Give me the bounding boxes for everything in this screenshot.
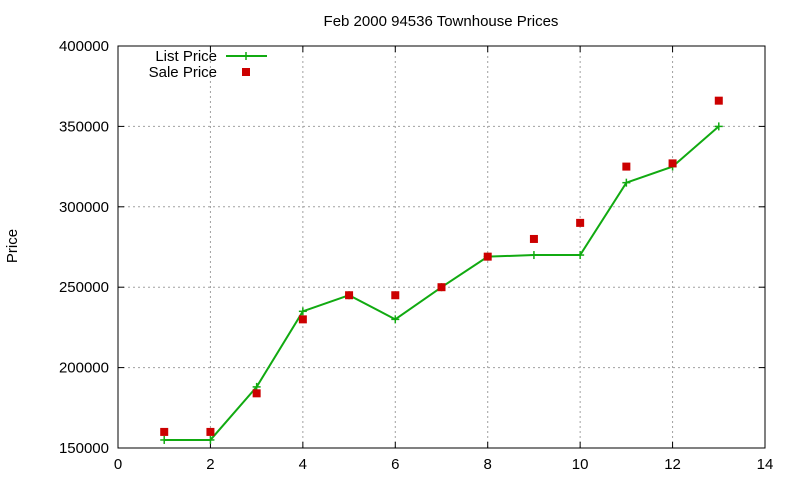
data-point — [529, 234, 538, 243]
x-tick-label: 8 — [484, 456, 492, 473]
data-point — [206, 427, 215, 436]
data-point — [437, 283, 446, 292]
data-point — [714, 96, 723, 105]
x-tick-label: 12 — [664, 456, 681, 473]
data-point — [298, 315, 307, 324]
grid-lines — [118, 46, 765, 448]
data-point — [622, 162, 631, 171]
legend-label: Sale Price — [149, 64, 217, 81]
data-point — [714, 122, 723, 131]
series-list-price — [160, 122, 723, 444]
data-point — [160, 427, 169, 436]
legend-swatch-marker — [242, 52, 250, 60]
series-layer — [160, 96, 723, 444]
y-axis-label: Price — [4, 229, 21, 263]
data-point — [622, 178, 631, 187]
data-point — [345, 291, 354, 300]
data-point — [298, 307, 307, 316]
plot-frame — [117, 45, 766, 449]
data-point — [391, 315, 400, 324]
y-tick-label: 300000 — [59, 199, 109, 216]
data-point — [576, 251, 585, 260]
data-point — [576, 218, 585, 227]
y-tick-label: 350000 — [59, 118, 109, 135]
data-point — [391, 291, 400, 300]
data-point — [668, 159, 677, 168]
series-line — [164, 125, 720, 441]
x-tick-label: 0 — [114, 456, 122, 473]
data-point — [483, 252, 492, 261]
chart-title: Feb 2000 94536 Townhouse Prices — [324, 13, 559, 30]
x-tick-label: 14 — [757, 456, 774, 473]
y-tick-label: 400000 — [59, 38, 109, 55]
legend-swatch-marker — [242, 68, 250, 76]
y-tick-label: 200000 — [59, 360, 109, 377]
series-sale-price — [160, 96, 723, 436]
legend-label: List Price — [155, 48, 217, 65]
data-point — [160, 435, 169, 444]
x-tick-label: 6 — [391, 456, 399, 473]
data-point — [252, 389, 261, 398]
x-tick-label: 10 — [572, 456, 589, 473]
x-tick-label: 4 — [299, 456, 307, 473]
data-point — [529, 251, 538, 260]
axis-ticks: 0 2 4 6 8 10 12 14 150000 200000 250000 300000 35000… — [59, 38, 773, 473]
x-tick-label: 2 — [206, 456, 214, 473]
data-point — [206, 435, 215, 444]
y-tick-label: 250000 — [59, 279, 109, 296]
y-tick-label: 150000 — [59, 440, 109, 457]
